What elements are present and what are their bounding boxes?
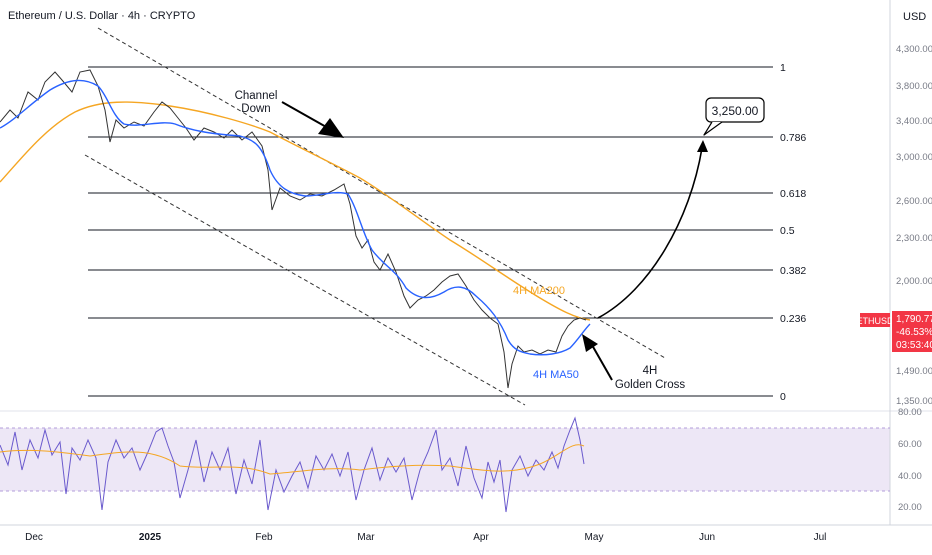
rsi-tick: 60.00 — [898, 439, 922, 450]
cross-label-line2: Golden Cross — [615, 379, 686, 391]
price-tick: 2,600.00 — [896, 196, 932, 207]
chart-title: Ethereum / U.S. Dollar · 4h · CRYPTO — [8, 10, 196, 22]
channel-lower-line[interactable] — [84, 154, 526, 406]
ma200-label: 4H MA200 — [513, 285, 565, 297]
time-tick: Jun — [699, 532, 715, 543]
price-axis-ticks[interactable]: 4,300.00 3,800.00 3,400.00 3,000.00 2,600.00… — [896, 44, 932, 407]
cross-arrow-head — [582, 334, 598, 352]
ma50-line[interactable] — [0, 79, 591, 356]
price-tick: 4,300.00 — [896, 44, 932, 55]
ticker-label: ETHUSD — [856, 316, 894, 326]
fib-label: 0.5 — [780, 225, 795, 237]
projection-curve[interactable] — [597, 147, 703, 319]
rsi-tick: 80.00 — [898, 407, 922, 418]
rsi-ma-line — [0, 444, 585, 475]
rsi-tick: 20.00 — [898, 502, 922, 513]
time-axis-ticks[interactable]: Dec 2025 Feb Mar Apr May Jun Jul — [25, 532, 826, 543]
cross-label-line1: 4H — [643, 365, 658, 377]
rsi-line[interactable] — [0, 416, 585, 513]
ma200-line[interactable] — [0, 101, 591, 321]
time-tick: Dec — [25, 532, 43, 543]
target-label: 3,250.00 — [712, 104, 759, 118]
fib-label: 0.382 — [780, 265, 806, 277]
price-change: -46.53% — [896, 327, 932, 338]
channel-arrow-shaft — [281, 101, 329, 129]
channel-upper-line[interactable] — [97, 27, 666, 359]
currency-label: USD — [903, 11, 926, 23]
price-tick: 2,300.00 — [896, 233, 932, 244]
time-tick: Apr — [473, 532, 489, 543]
fib-label: 0.618 — [780, 188, 806, 200]
rsi-band — [0, 428, 890, 491]
cross-arrow-shaft — [591, 344, 613, 381]
target-callout[interactable]: 3,250.00 — [703, 97, 765, 136]
time-tick: May — [585, 532, 604, 543]
channel-label-line1: Channel — [235, 90, 278, 102]
fib-label: 0.236 — [780, 313, 806, 325]
price-tick: 3,400.00 — [896, 116, 932, 127]
time-tick: Jul — [814, 532, 827, 543]
time-tick: Mar — [357, 532, 375, 543]
channel-arrow-head — [318, 118, 344, 138]
price-pane[interactable] — [0, 0, 890, 410]
rsi-tick: 40.00 — [898, 471, 922, 482]
bar-countdown: 03:53:40 — [896, 340, 932, 351]
price-tick: 1,350.00 — [896, 396, 932, 407]
fib-label: 0.786 — [780, 132, 806, 144]
projection-arrow-head — [697, 140, 708, 152]
fib-label: 1 — [780, 62, 786, 74]
price-tick: 1,490.00 — [896, 366, 932, 377]
channel-label-line2: Down — [241, 103, 270, 115]
time-tick: 2025 — [139, 532, 162, 543]
fib-levels: 1 0.786 0.618 0.5 0.382 0.236 0 — [88, 62, 806, 403]
fib-label: 0 — [780, 391, 786, 403]
time-tick: Feb — [255, 532, 273, 543]
last-price: 1,790.77 — [896, 314, 932, 325]
price-line[interactable] — [0, 69, 587, 389]
rsi-axis-ticks: 80.00 60.00 40.00 20.00 — [898, 407, 922, 513]
last-price-badge[interactable]: ETHUSD 1,790.77 -46.53% 03:53:40 — [856, 311, 932, 352]
price-tick: 3,000.00 — [896, 152, 932, 163]
ma50-label: 4H MA50 — [533, 369, 579, 381]
price-tick: 2,000.00 — [896, 276, 932, 287]
price-tick: 3,800.00 — [896, 81, 932, 92]
